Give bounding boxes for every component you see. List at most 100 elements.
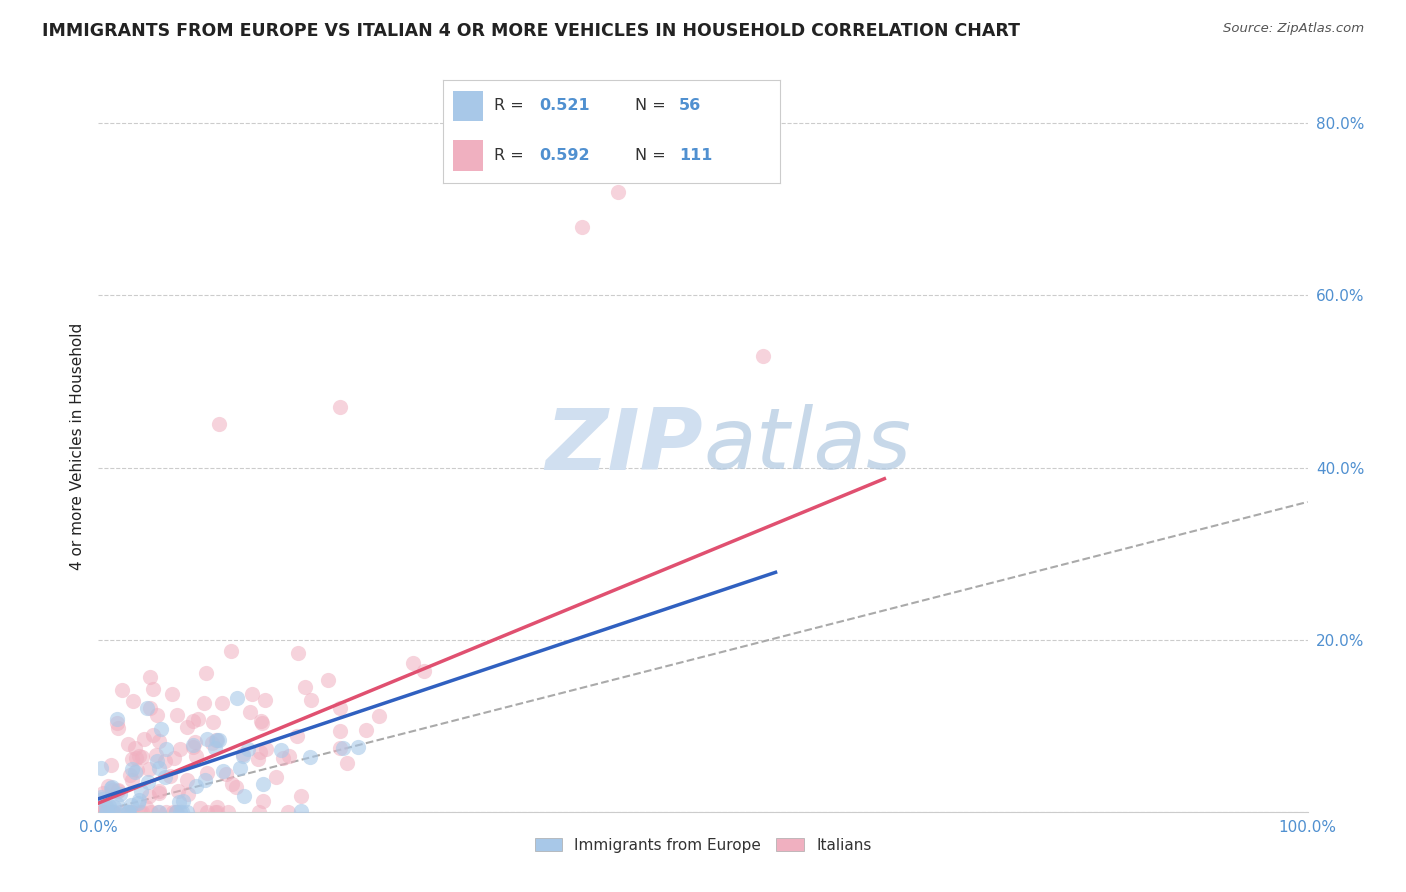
Point xyxy=(91,805,114,819)
Text: 111: 111 xyxy=(679,148,713,162)
Point xyxy=(105,713,128,727)
Point xyxy=(121,762,143,776)
Text: N =: N = xyxy=(636,148,671,162)
Text: R =: R = xyxy=(494,148,529,162)
Point xyxy=(299,693,322,707)
Point xyxy=(91,805,114,819)
Point xyxy=(183,739,205,754)
Point xyxy=(148,805,170,819)
Point xyxy=(176,772,198,787)
Point xyxy=(195,766,218,780)
Point xyxy=(329,401,352,415)
Point xyxy=(253,692,276,706)
Bar xyxy=(453,140,484,170)
Text: 56: 56 xyxy=(679,98,702,113)
Point xyxy=(93,805,115,819)
Point xyxy=(752,349,775,363)
Point xyxy=(97,779,120,793)
Point xyxy=(117,738,139,752)
Point xyxy=(138,789,160,803)
Point xyxy=(233,789,256,803)
Point xyxy=(120,805,142,819)
Text: IMMIGRANTS FROM EUROPE VS ITALIAN 4 OR MORE VEHICLES IN HOUSEHOLD CORRELATION CH: IMMIGRANTS FROM EUROPE VS ITALIAN 4 OR M… xyxy=(42,22,1021,40)
Point xyxy=(107,721,129,735)
Point xyxy=(193,772,215,787)
Point xyxy=(169,805,191,819)
Point xyxy=(215,767,238,781)
Point xyxy=(329,700,352,714)
Point xyxy=(101,780,124,794)
Point xyxy=(146,707,169,722)
Point xyxy=(101,805,124,819)
Point xyxy=(101,805,124,819)
Point xyxy=(354,723,377,737)
Point xyxy=(90,789,112,804)
Point xyxy=(136,774,159,789)
Point xyxy=(225,780,247,794)
Point xyxy=(90,761,112,775)
Point xyxy=(129,805,152,819)
Point xyxy=(129,784,152,798)
Point xyxy=(103,805,125,819)
Point xyxy=(111,682,134,697)
Point xyxy=(127,763,149,777)
Point xyxy=(229,761,252,775)
Point xyxy=(181,714,204,728)
Point xyxy=(121,752,143,766)
Point xyxy=(165,805,187,819)
Point xyxy=(205,805,228,819)
Point xyxy=(186,779,208,793)
Point xyxy=(204,805,226,819)
Point xyxy=(298,749,321,764)
Point xyxy=(413,664,436,678)
Point xyxy=(207,800,229,814)
Point xyxy=(141,805,163,819)
Point xyxy=(285,729,308,743)
Point xyxy=(138,762,160,776)
Point xyxy=(124,740,146,755)
Point xyxy=(155,805,177,819)
Point xyxy=(571,219,593,234)
Point xyxy=(159,769,181,783)
Point xyxy=(120,768,142,782)
Point xyxy=(121,772,143,787)
Point xyxy=(149,722,172,736)
Point xyxy=(166,708,188,723)
Point xyxy=(108,805,131,819)
Point xyxy=(290,804,312,818)
Point xyxy=(96,805,118,819)
Point xyxy=(96,800,118,814)
Point xyxy=(208,417,231,432)
Point xyxy=(128,748,150,763)
Point xyxy=(167,795,190,809)
Point xyxy=(217,805,239,819)
Point xyxy=(271,751,294,765)
Point xyxy=(329,741,352,756)
Legend: Immigrants from Europe, Italians: Immigrants from Europe, Italians xyxy=(529,831,877,859)
Point xyxy=(165,805,187,819)
Point xyxy=(201,735,224,749)
Text: 0.521: 0.521 xyxy=(538,98,589,113)
Point xyxy=(91,786,114,800)
Text: R =: R = xyxy=(494,98,529,113)
Point xyxy=(294,680,316,694)
Point xyxy=(176,720,198,734)
Point xyxy=(148,805,170,819)
Point xyxy=(194,665,217,680)
Point xyxy=(329,723,352,738)
Point xyxy=(155,754,177,768)
Point xyxy=(221,777,243,791)
Point xyxy=(184,748,207,763)
Point xyxy=(146,754,169,768)
Point xyxy=(148,784,170,798)
Point xyxy=(142,681,165,696)
Point xyxy=(204,732,226,747)
Point xyxy=(249,745,271,759)
Point xyxy=(155,742,177,756)
Point xyxy=(232,747,254,761)
Point xyxy=(97,799,120,814)
Point xyxy=(264,770,287,784)
Point xyxy=(277,805,299,819)
Point xyxy=(172,794,194,808)
Point xyxy=(100,780,122,795)
